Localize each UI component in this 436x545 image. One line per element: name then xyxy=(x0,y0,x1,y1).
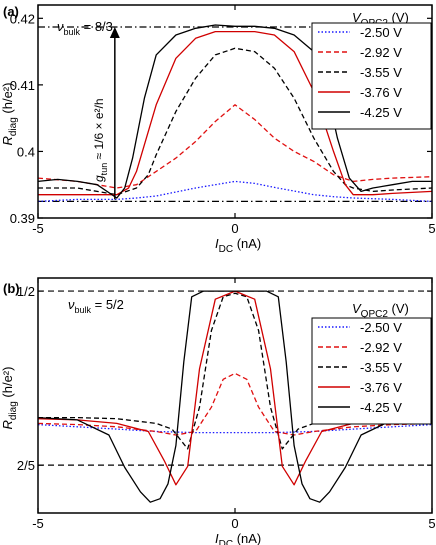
x-tick-label: 0 xyxy=(231,221,238,236)
x-tick-label: 5 xyxy=(428,221,435,236)
x-tick-label: 5 xyxy=(428,516,435,531)
y-tick-label: 0.4 xyxy=(17,144,35,159)
series-line xyxy=(37,290,433,503)
y-tick-label: 2/5 xyxy=(17,458,35,473)
y-tick-label: 1/2 xyxy=(17,284,35,299)
legend-entry: -2.50 V xyxy=(360,25,402,40)
series-line xyxy=(38,47,433,196)
chart-panel-a: gtun ≈ 1/6 × e²/h -5 0 5 0.39 0.4 0.41 0.42 IDC … xyxy=(0,4,436,255)
legend-entry: -4.25 V xyxy=(360,400,402,415)
chart-panel-b: -5 0 5 2/5 1/2 IDC (nA) Rdiag (h/e²) (b) νbulk =… xyxy=(0,277,436,545)
x-tick-label: -5 xyxy=(32,516,44,531)
y-axis-label-text: Rdiag (h/e²) xyxy=(0,83,19,146)
panel-label: (b) xyxy=(3,281,20,296)
arrow-label: gtun ≈ 1/6 × e²/h xyxy=(92,99,109,183)
legend-entry: -3.76 V xyxy=(360,85,402,100)
legend-entry: -2.50 V xyxy=(360,320,402,335)
legend: -2.50 V -2.92 V -3.55 V -3.76 V -4.25 V xyxy=(311,22,432,130)
x-axis-label: IDC (nA) xyxy=(215,531,261,545)
y-tick-label: 0.39 xyxy=(10,211,35,226)
arrow-head xyxy=(109,26,120,38)
nu-bulk-annotation: νbulk = 5/2 xyxy=(68,297,124,315)
legend-entry: -3.76 V xyxy=(360,380,402,395)
y-axis-label-text: Rdiag (h/e²) xyxy=(0,367,19,430)
y-axis-label: Rdiag (h/e²) xyxy=(0,367,19,430)
arrow-label-text: gtun ≈ 1/6 × e²/h xyxy=(92,99,109,183)
legend-entry: -2.92 V xyxy=(360,340,402,355)
y-axis-label: Rdiag (h/e²) xyxy=(0,83,19,146)
legend-title: VQPC2 (V) xyxy=(352,301,409,320)
legend-entry: -4.25 V xyxy=(360,105,402,120)
panel-label: (a) xyxy=(3,4,19,19)
legend-entry: -2.92 V xyxy=(360,45,402,60)
legend: -2.50 V -2.92 V -3.55 V -3.76 V -4.25 V xyxy=(311,317,432,425)
x-tick-label: -5 xyxy=(32,221,44,236)
legend-entry: -3.55 V xyxy=(360,65,402,80)
legend-entry: -3.55 V xyxy=(360,360,402,375)
series-line xyxy=(37,104,433,189)
nu-bulk-annotation: νbulk = 8/3 xyxy=(57,19,113,37)
x-axis-label: IDC (nA) xyxy=(215,236,261,255)
series-line xyxy=(37,24,432,199)
series-line xyxy=(37,180,433,203)
y-tick-label: 0.41 xyxy=(10,78,35,93)
x-tick-label: 0 xyxy=(231,516,238,531)
y-tick-label: 0.42 xyxy=(10,11,35,26)
series-line xyxy=(37,423,433,434)
